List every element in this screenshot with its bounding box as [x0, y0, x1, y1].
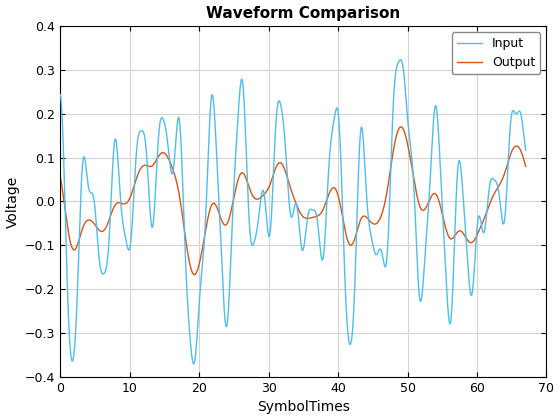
Legend: Input, Output: Input, Output: [452, 32, 540, 74]
X-axis label: SymbolTimes: SymbolTimes: [257, 400, 350, 415]
Input: [271, 147, 278, 152]
Input: [81, 154, 87, 159]
Input: [509, 109, 516, 114]
Input: [424, 224, 431, 229]
Output: [509, 147, 516, 152]
Title: Waveform Comparison: Waveform Comparison: [206, 5, 400, 21]
Input: [283, 166, 290, 171]
Input: [522, 147, 529, 152]
Y-axis label: Voltage: Voltage: [6, 175, 20, 228]
Output: [398, 124, 404, 129]
Input: [397, 57, 404, 62]
Output: [424, 203, 431, 208]
Input: [190, 361, 197, 366]
Line: Output: Output: [60, 127, 526, 275]
Output: [81, 222, 87, 227]
Output: [271, 169, 278, 174]
Input: [509, 108, 516, 113]
Output: [522, 164, 529, 169]
Line: Input: Input: [60, 60, 526, 364]
Output: [283, 173, 290, 178]
Output: [191, 272, 198, 277]
Output: [57, 175, 64, 180]
Output: [509, 148, 516, 153]
Input: [57, 92, 64, 97]
